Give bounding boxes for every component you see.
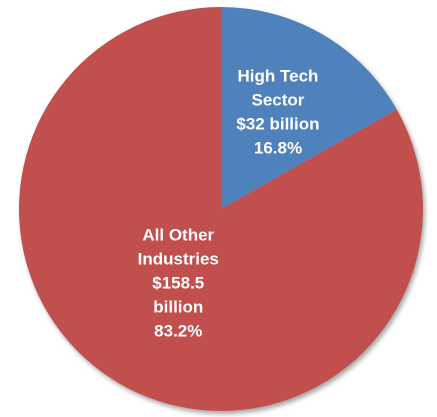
slice-label-line: All Other — [142, 225, 214, 244]
slice-label-all-other-industries: All Other Industries $158.5 billion 83.2% — [138, 225, 219, 340]
pie-slice-high-tech-sector — [221, 7, 397, 209]
slice-label-line: High Tech — [238, 66, 319, 85]
pie-slice-all-other-industries — [19, 7, 424, 412]
slice-label-high-tech-sector: High Tech Sector $32 billion 16.8% — [236, 66, 319, 157]
slice-label-line: $32 billion — [236, 114, 319, 133]
slice-label-line: $158.5 — [152, 273, 204, 292]
slice-label-line: Industries — [138, 249, 219, 268]
slice-label-line: Sector — [252, 90, 305, 109]
slice-label-line: 83.2% — [154, 321, 202, 340]
slice-label-line: billion — [153, 297, 203, 316]
slice-label-line: 16.8% — [254, 138, 302, 157]
